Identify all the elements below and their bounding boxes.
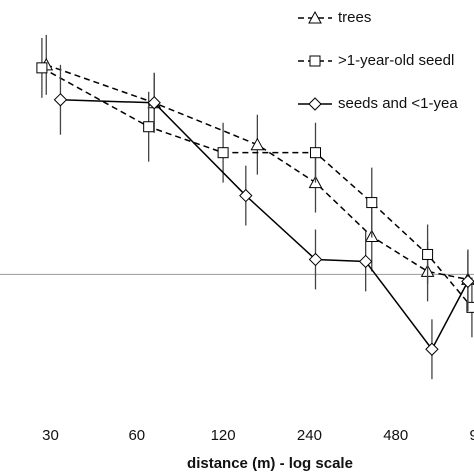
marker <box>53 93 68 107</box>
marker <box>36 62 48 74</box>
marker <box>250 137 265 151</box>
x-axis-label: distance (m) - log scale <box>187 455 353 472</box>
marker <box>422 248 434 260</box>
series-line <box>60 99 469 351</box>
marker <box>308 252 323 267</box>
legend-label: >1-year-old seedl <box>338 52 454 69</box>
marker <box>143 121 155 133</box>
marker <box>309 147 321 159</box>
marker <box>358 254 373 269</box>
marker <box>461 274 474 289</box>
marker <box>217 147 229 159</box>
x-tick-label: 480 <box>383 427 408 444</box>
marker <box>147 96 161 110</box>
marker <box>308 10 322 24</box>
x-tick-label: 30 <box>42 427 59 444</box>
marker <box>309 55 321 67</box>
x-tick-label: 120 <box>211 427 236 444</box>
x-tick-label: 240 <box>297 427 322 444</box>
marker <box>466 301 474 313</box>
x-tick-label: 960 <box>470 427 474 444</box>
legend-label: seeds and <1-yea <box>338 95 458 112</box>
marker <box>308 97 322 111</box>
legend-label: trees <box>338 9 371 26</box>
marker <box>366 197 378 209</box>
x-tick-label: 60 <box>128 427 145 444</box>
marker <box>239 188 253 203</box>
marker <box>425 342 439 356</box>
